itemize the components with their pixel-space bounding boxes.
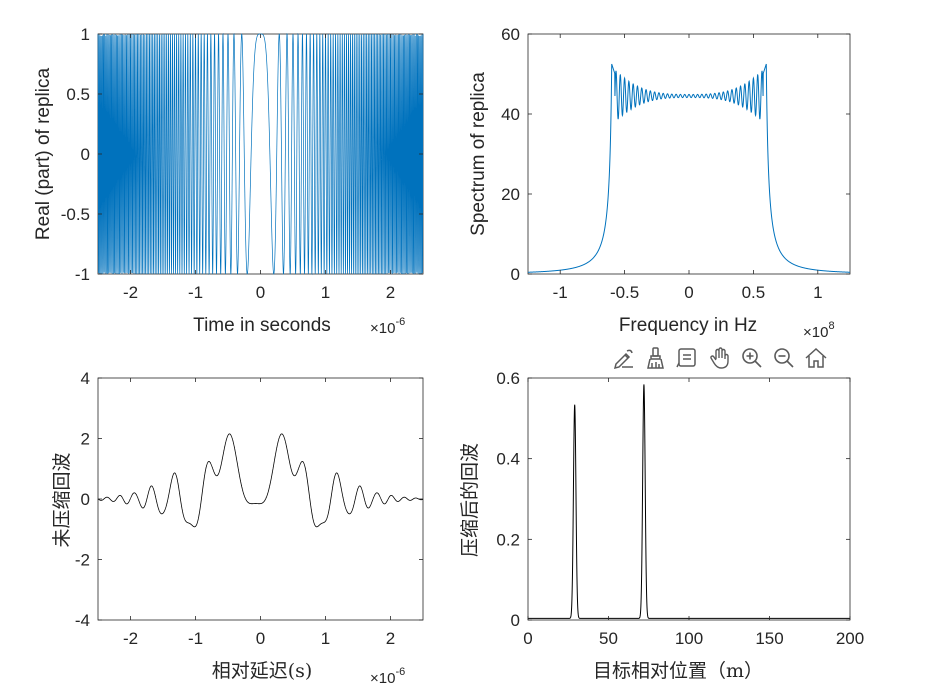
subplot-spectrum: -1 -0.5 0 0.5 1 0 20 40 60 Frequency in Hz Spect… xyxy=(468,25,851,341)
y-tick-label: 0.4 xyxy=(496,450,520,469)
y-tick-label: -0.5 xyxy=(61,205,90,224)
x-tick-label: 0.5 xyxy=(742,283,766,302)
y-tick-label: 2 xyxy=(81,430,90,449)
y-tick-label: 0.6 xyxy=(496,369,520,388)
y-tick-label: 0 xyxy=(81,490,90,509)
x-exponent: ×10-6 xyxy=(370,316,405,337)
x-tick-label: 0 xyxy=(523,629,532,648)
x-tick-label: 2 xyxy=(386,629,395,648)
y-tick-label: 60 xyxy=(501,25,520,44)
y-axis-label: 压缩后的回波 xyxy=(459,443,481,557)
series-line xyxy=(97,433,424,528)
ticks: 0 50 100 150 200 0 0.2 0.4 0.6 xyxy=(496,369,864,648)
x-tick-label: 1 xyxy=(321,629,330,648)
y-tick-label: 0 xyxy=(511,611,520,630)
y-axis-label: Real (part) of replica xyxy=(33,68,54,241)
x-tick-label: -1 xyxy=(553,283,568,302)
x-tick-label: 0 xyxy=(256,629,265,648)
x-axis-label: 相对延迟(s) xyxy=(212,660,313,682)
brush-icon[interactable] xyxy=(642,344,670,372)
zoom-out-icon[interactable] xyxy=(770,344,798,372)
y-tick-label: -2 xyxy=(75,551,90,570)
y-tick-label: 0 xyxy=(511,265,520,284)
ticks: -2 -1 0 1 2 -1 -0.5 0 0.5 1 xyxy=(61,25,423,302)
data-tips-icon[interactable] xyxy=(674,344,702,372)
x-tick-label: 1 xyxy=(321,283,330,302)
edit-icon[interactable] xyxy=(610,344,638,372)
x-tick-label: 100 xyxy=(675,629,703,648)
x-tick-label: -2 xyxy=(123,629,138,648)
axes-box xyxy=(527,377,851,621)
y-tick-label: 0 xyxy=(81,145,90,164)
y-tick-label: -1 xyxy=(75,265,90,284)
x-tick-label: 50 xyxy=(599,629,618,648)
y-tick-label: -4 xyxy=(75,611,90,630)
x-tick-label: -1 xyxy=(188,629,203,648)
x-tick-label: 1 xyxy=(813,283,822,302)
x-axis-label: 目标相对位置（m） xyxy=(593,660,763,682)
y-tick-label: 20 xyxy=(501,185,520,204)
y-axis-label: Spectrum of replica xyxy=(468,72,489,236)
y-tick-label: 40 xyxy=(501,105,520,124)
x-axis-label: Frequency in Hz xyxy=(619,315,757,336)
ticks: -2 -1 0 1 2 -4 -2 0 2 4 xyxy=(75,369,423,648)
subplot-uncompressed-echo: -2 -1 0 1 2 -4 -2 0 2 4 相对延迟(s) 未压缩回波 ×10-6 xyxy=(51,369,424,687)
x-tick-label: 150 xyxy=(755,629,783,648)
x-tick-label: -1 xyxy=(188,283,203,302)
x-tick-label: -0.5 xyxy=(610,283,639,302)
zoom-in-icon[interactable] xyxy=(738,344,766,372)
x-axis-label: Time in seconds xyxy=(193,315,331,336)
ticks: -1 -0.5 0 0.5 1 0 20 40 60 xyxy=(501,25,850,302)
subplot-real-replica: -2 -1 0 1 2 -1 -0.5 0 0.5 1 Time in seconds Real … xyxy=(33,25,424,337)
y-tick-label: 4 xyxy=(81,369,90,388)
y-axis-label: 未压缩回波 xyxy=(51,452,73,547)
x-tick-label: 0 xyxy=(684,283,693,302)
series-line xyxy=(527,63,851,273)
home-icon[interactable] xyxy=(802,344,830,372)
axes-toolbar xyxy=(610,342,830,374)
axes-box xyxy=(527,33,851,275)
x-tick-label: 2 xyxy=(386,283,395,302)
x-tick-label: 200 xyxy=(836,629,864,648)
subplot-compressed-echo: 0 50 100 150 200 0 0.2 0.4 0.6 目标相对位置（m） 压缩后的回波 xyxy=(459,369,864,682)
x-tick-label: 0 xyxy=(256,283,265,302)
y-tick-label: 0.2 xyxy=(496,530,520,549)
axes-box xyxy=(97,377,424,621)
pan-icon[interactable] xyxy=(706,344,734,372)
y-tick-label: 1 xyxy=(81,25,90,44)
x-tick-label: -2 xyxy=(123,283,138,302)
x-exponent: ×108 xyxy=(803,320,835,341)
y-tick-label: 0.5 xyxy=(66,85,90,104)
x-exponent: ×10-6 xyxy=(370,666,405,687)
